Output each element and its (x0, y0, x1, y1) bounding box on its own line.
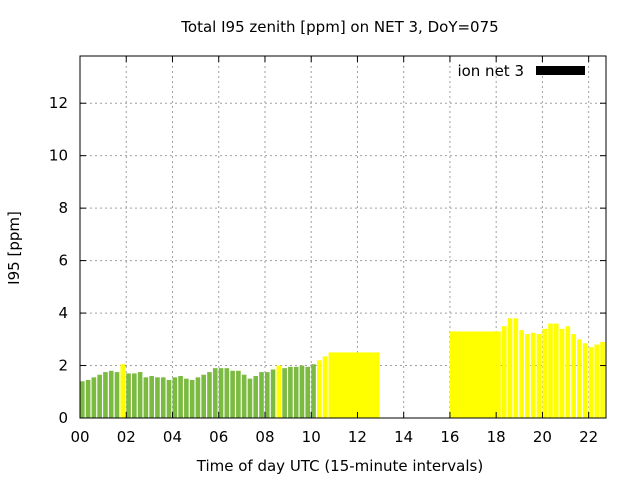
bar (449, 331, 501, 418)
bar (114, 372, 120, 418)
x-tick-label: 20 (533, 428, 552, 446)
bars (80, 318, 605, 418)
x-tick-label: 02 (117, 428, 136, 446)
bar (553, 323, 559, 418)
bar (108, 370, 114, 418)
bar (582, 343, 588, 418)
legend-swatch (536, 66, 585, 75)
legend-label: ion net 3 (457, 62, 524, 80)
bar (91, 377, 97, 418)
bar (588, 347, 594, 418)
bar (241, 374, 247, 418)
y-axis-label: I95 [ppm] (5, 211, 23, 285)
bar (212, 368, 218, 418)
bar (166, 379, 172, 418)
bar (316, 360, 322, 418)
bar (97, 374, 102, 418)
y-tick-label: 4 (58, 304, 68, 322)
bar (282, 368, 287, 418)
bar (178, 376, 183, 418)
bar (120, 364, 126, 418)
bar (172, 377, 178, 418)
plot-frame (79, 55, 607, 419)
x-tick-label: 08 (255, 428, 274, 446)
bar (247, 378, 253, 418)
x-tick-label: 18 (487, 428, 506, 446)
bar (548, 323, 553, 418)
bar (293, 366, 299, 418)
y-tick-label: 2 (58, 357, 68, 375)
y-tick-label: 0 (58, 409, 68, 427)
bar (565, 326, 571, 418)
x-axis-label: Time of day UTC (15-minute intervals) (196, 457, 483, 475)
bar (149, 376, 154, 418)
bar (328, 352, 380, 418)
bar (253, 376, 259, 418)
x-tick-label: 10 (302, 428, 321, 446)
bar (230, 370, 235, 418)
bar (559, 328, 565, 418)
bar (189, 379, 195, 418)
x-tick-label: 14 (394, 428, 413, 446)
x-tick-label: 00 (70, 428, 89, 446)
bar (322, 356, 328, 418)
bar (276, 365, 282, 418)
bar (201, 374, 207, 418)
bar (270, 369, 276, 418)
x-tick-label: 12 (348, 428, 367, 446)
x-tick-label: 22 (579, 428, 598, 446)
bar (594, 344, 600, 418)
bar (85, 379, 91, 418)
bar (536, 334, 542, 418)
bar (577, 339, 582, 418)
bar (525, 334, 530, 418)
bar (530, 332, 536, 418)
bar (507, 318, 513, 418)
bar (519, 330, 524, 418)
bar (80, 381, 85, 418)
y-tick-label: 12 (49, 94, 68, 112)
bar (207, 372, 212, 418)
legend: ion net 3 (457, 62, 585, 80)
bar (126, 373, 131, 418)
bar (264, 372, 270, 418)
bar (288, 366, 293, 418)
bar (305, 366, 311, 418)
bar (513, 318, 519, 418)
bar (236, 370, 241, 418)
bar (155, 377, 160, 418)
bar (571, 334, 576, 418)
bar (311, 364, 316, 418)
y-tick-label: 6 (58, 252, 68, 270)
x-tick-label: 04 (163, 428, 182, 446)
bar (542, 328, 548, 418)
x-tick-label: 16 (440, 428, 459, 446)
chart-title: Total I95 zenith [ppm] on NET 3, DoY=075 (180, 18, 498, 36)
bar (224, 368, 230, 418)
bar (299, 365, 305, 418)
y-tick-label: 8 (58, 199, 68, 217)
y-tick-label: 10 (49, 147, 68, 165)
bar (137, 372, 143, 418)
bar (160, 377, 166, 418)
bar (259, 372, 264, 418)
bar (103, 372, 108, 418)
bar (218, 368, 224, 418)
bar (600, 341, 605, 418)
bar (143, 377, 149, 418)
bar (195, 377, 201, 418)
bar (184, 378, 189, 418)
bar (501, 326, 507, 418)
bar (132, 373, 137, 418)
x-tick-label: 06 (209, 428, 228, 446)
